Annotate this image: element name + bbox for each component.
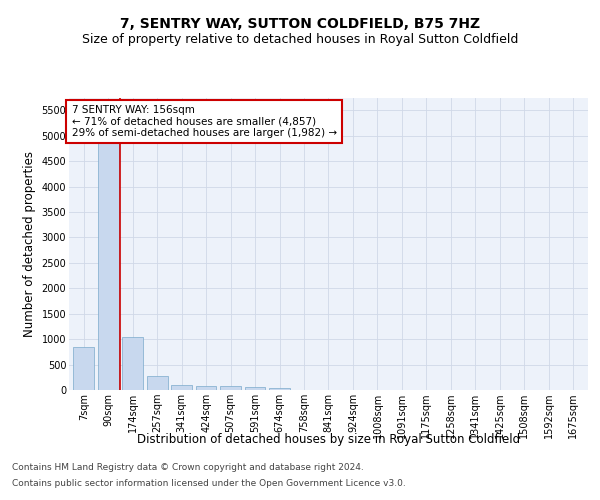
Bar <box>171 386 192 390</box>
Text: Size of property relative to detached houses in Royal Sutton Coldfield: Size of property relative to detached ho… <box>82 32 518 46</box>
Text: 7 SENTRY WAY: 156sqm
← 71% of detached houses are smaller (4,857)
29% of semi-de: 7 SENTRY WAY: 156sqm ← 71% of detached h… <box>71 105 337 138</box>
Bar <box>98 143 119 390</box>
Bar <box>269 388 290 390</box>
Y-axis label: Number of detached properties: Number of detached properties <box>23 151 36 337</box>
Bar <box>220 386 241 390</box>
Bar <box>196 386 217 390</box>
Bar <box>122 336 143 390</box>
Text: Contains public sector information licensed under the Open Government Licence v3: Contains public sector information licen… <box>12 478 406 488</box>
Text: Contains HM Land Registry data © Crown copyright and database right 2024.: Contains HM Land Registry data © Crown c… <box>12 464 364 472</box>
Bar <box>245 388 265 390</box>
Bar <box>73 347 94 390</box>
Text: Distribution of detached houses by size in Royal Sutton Coldfield: Distribution of detached houses by size … <box>137 432 520 446</box>
Bar <box>147 376 167 390</box>
Text: 7, SENTRY WAY, SUTTON COLDFIELD, B75 7HZ: 7, SENTRY WAY, SUTTON COLDFIELD, B75 7HZ <box>120 18 480 32</box>
